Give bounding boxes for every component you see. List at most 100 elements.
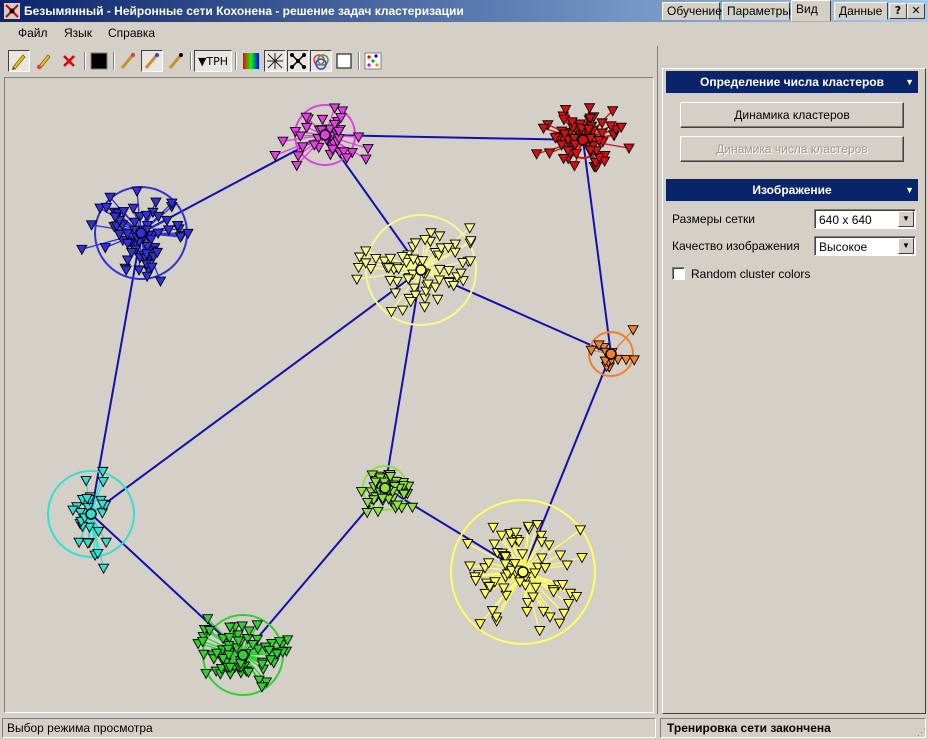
- network-edge: [324, 134, 422, 271]
- random-colors-label[interactable]: Random cluster colors: [691, 267, 811, 281]
- tab-training[interactable]: Обучение: [662, 2, 722, 20]
- menu-language[interactable]: Язык: [64, 26, 93, 40]
- membership-line: [81, 232, 142, 250]
- data-point: [570, 592, 583, 603]
- data-point: [598, 156, 611, 168]
- triangle-down-icon: ▼: [197, 54, 207, 68]
- data-point: [360, 154, 372, 165]
- cluster-lime[interactable]: [355, 465, 419, 519]
- color-tool[interactable]: [88, 50, 110, 72]
- data-point: [606, 106, 619, 117]
- grid-size-select[interactable]: 640 x 640 ▼: [814, 209, 916, 229]
- splitter[interactable]: [657, 46, 660, 714]
- tab-data[interactable]: Данные: [834, 2, 888, 20]
- wand-tool-3[interactable]: [165, 50, 187, 72]
- data-point: [406, 502, 419, 514]
- neuron-node[interactable]: [319, 129, 331, 141]
- data-point: [361, 508, 373, 519]
- data-point: [623, 143, 635, 155]
- cluster-yellow-bottom[interactable]: [450, 499, 596, 645]
- data-point: [294, 131, 307, 142]
- delete-tool[interactable]: [58, 50, 80, 72]
- data-point: [499, 552, 512, 563]
- cluster-red[interactable]: [530, 103, 635, 173]
- data-point: [530, 582, 542, 594]
- neuron-node[interactable]: [379, 482, 391, 494]
- neuron-node[interactable]: [237, 649, 249, 661]
- data-point: [292, 151, 305, 162]
- network-grid-tool[interactable]: [264, 50, 286, 72]
- quality-select[interactable]: Высокое ▼: [814, 236, 916, 256]
- network-edge: [522, 353, 612, 573]
- data-point: [141, 271, 153, 283]
- cluster-magenta[interactable]: [269, 103, 374, 172]
- cluster-canvas[interactable]: [4, 77, 654, 713]
- cluster-yellow-top[interactable]: [351, 214, 477, 326]
- data-point: [402, 274, 415, 285]
- data-point: [277, 136, 289, 148]
- random-points-tool[interactable]: [362, 50, 384, 72]
- close-button[interactable]: ✕: [907, 3, 925, 19]
- pencil-tool[interactable]: [8, 50, 30, 72]
- chevron-down-icon: ▼: [905, 185, 914, 195]
- nodes-icon: [290, 53, 306, 69]
- data-point: [398, 489, 410, 501]
- neuron-node[interactable]: [517, 566, 529, 578]
- data-point: [120, 265, 132, 276]
- color-map-tool[interactable]: [240, 50, 262, 72]
- wand-tool-2[interactable]: [141, 50, 163, 72]
- resize-grip-icon[interactable]: ⋰: [917, 727, 926, 737]
- help-button[interactable]: ?: [889, 3, 907, 19]
- menu-file[interactable]: Файл: [18, 26, 48, 40]
- kohonen-map[interactable]: [5, 78, 653, 712]
- wand-tool[interactable]: [117, 50, 139, 72]
- grid-size-label: Размеры сетки: [672, 212, 755, 226]
- data-point: [67, 505, 79, 516]
- toolbar-separator: [358, 52, 360, 70]
- brush-tool[interactable]: [33, 50, 55, 72]
- tab-view[interactable]: Вид: [791, 0, 831, 21]
- chevron-down-icon[interactable]: ▼: [898, 211, 914, 227]
- data-point: [544, 612, 556, 623]
- data-point: [490, 612, 502, 623]
- data-point: [443, 265, 455, 277]
- data-point: [435, 243, 447, 254]
- cluster-green[interactable]: [192, 614, 294, 696]
- cluster-blue[interactable]: [76, 186, 194, 287]
- data-point: [562, 146, 574, 157]
- blank-tool[interactable]: [333, 50, 355, 72]
- section-image[interactable]: Изображение ▼: [666, 179, 918, 201]
- circles-tool[interactable]: [310, 50, 332, 72]
- cluster-dynamics-button[interactable]: Динамика кластеров: [680, 102, 904, 128]
- circles-icon: [313, 54, 329, 70]
- cluster-cyan[interactable]: [47, 466, 135, 575]
- data-point: [201, 614, 214, 625]
- data-point: [121, 238, 134, 250]
- chevron-down-icon[interactable]: ▼: [898, 238, 914, 254]
- data-point: [146, 262, 158, 273]
- neuron-node[interactable]: [135, 227, 147, 239]
- data-point: [583, 103, 596, 114]
- delete-icon: [63, 55, 75, 67]
- cluster-count-dynamics-button[interactable]: Динамика числа кластеров: [680, 136, 904, 162]
- data-point: [92, 526, 105, 538]
- data-point: [74, 508, 87, 519]
- tph-toggle[interactable]: ▼ TPH: [194, 50, 232, 72]
- data-point: [82, 503, 94, 514]
- data-point: [372, 507, 384, 518]
- section-cluster-count[interactable]: Определение числа кластеров ▼: [666, 71, 918, 93]
- data-point: [210, 648, 223, 660]
- membership-line: [522, 571, 565, 614]
- random-colors-checkbox[interactable]: [672, 267, 685, 280]
- neuron-node[interactable]: [85, 508, 97, 520]
- data-point: [332, 126, 345, 138]
- neuron-node[interactable]: [415, 264, 427, 276]
- cluster-orange[interactable]: [585, 325, 640, 377]
- membership-line: [420, 240, 472, 271]
- nodes-tool[interactable]: [287, 50, 309, 72]
- data-point: [566, 117, 578, 128]
- neuron-node[interactable]: [605, 348, 617, 360]
- tab-parameters[interactable]: Параметры: [722, 2, 791, 20]
- menu-help[interactable]: Справка: [108, 26, 156, 40]
- neuron-node[interactable]: [577, 134, 589, 146]
